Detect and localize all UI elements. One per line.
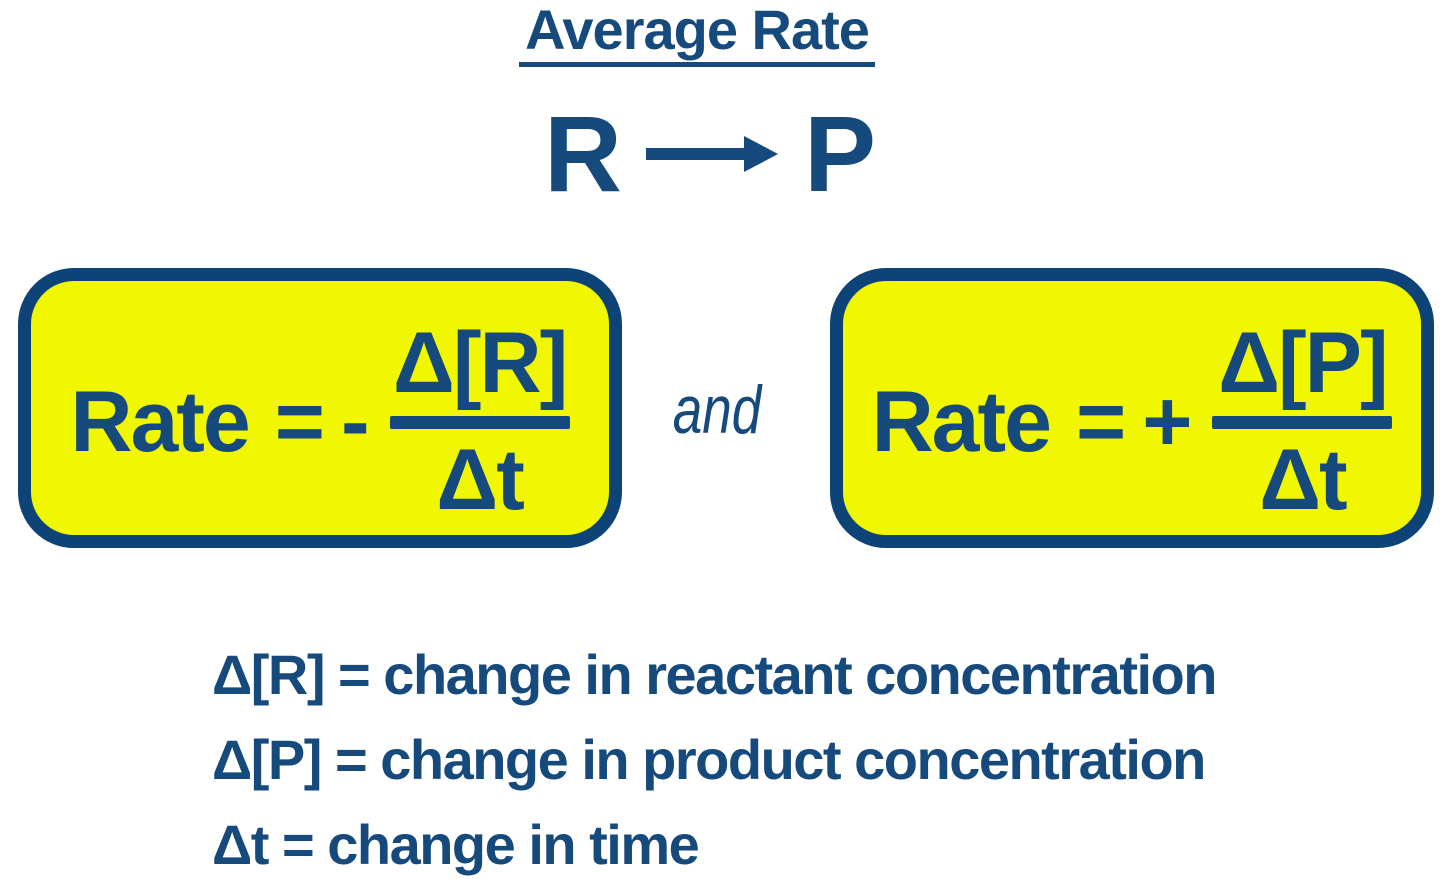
product-rate-box: Rate = + Δ[P] Δt (830, 268, 1434, 548)
equals-sign: = (274, 374, 325, 470)
equals-sign: = (1075, 374, 1126, 470)
and-connector: and (672, 372, 762, 448)
fraction-numerator: Δ[R] (393, 314, 568, 411)
product-symbol: P (803, 93, 876, 214)
fraction-denominator: Δt (436, 431, 524, 528)
minus-sign: - (341, 374, 370, 470)
fraction: Δ[R] Δt (389, 314, 570, 528)
equation-lhs: Rate (70, 374, 250, 470)
definition-line-reactant: Δ[R] = change in reactant concentration (212, 643, 1217, 706)
title-row: Average Rate (0, 0, 1442, 67)
fraction: Δ[P] Δt (1212, 314, 1393, 528)
definition-line-product: Δ[P] = change in product concentration (212, 728, 1206, 791)
definition-line-time: Δt = change in time (212, 813, 700, 876)
plus-sign: + (1142, 374, 1192, 470)
page-title: Average Rate (519, 0, 875, 67)
right-arrow-icon (645, 136, 778, 172)
reactant-symbol: R (543, 93, 622, 214)
fraction-bar (389, 415, 570, 429)
fraction-denominator: Δt (1259, 431, 1347, 528)
fraction-bar (1212, 415, 1393, 429)
fraction-numerator: Δ[P] (1218, 314, 1388, 411)
reactant-rate-box: Rate = - Δ[R] Δt (18, 268, 622, 548)
reaction-equation: R P (0, 100, 1442, 208)
definitions-list: Δ[R] = change in reactant concentration … (212, 632, 1217, 887)
equation-lhs: Rate (871, 374, 1052, 470)
